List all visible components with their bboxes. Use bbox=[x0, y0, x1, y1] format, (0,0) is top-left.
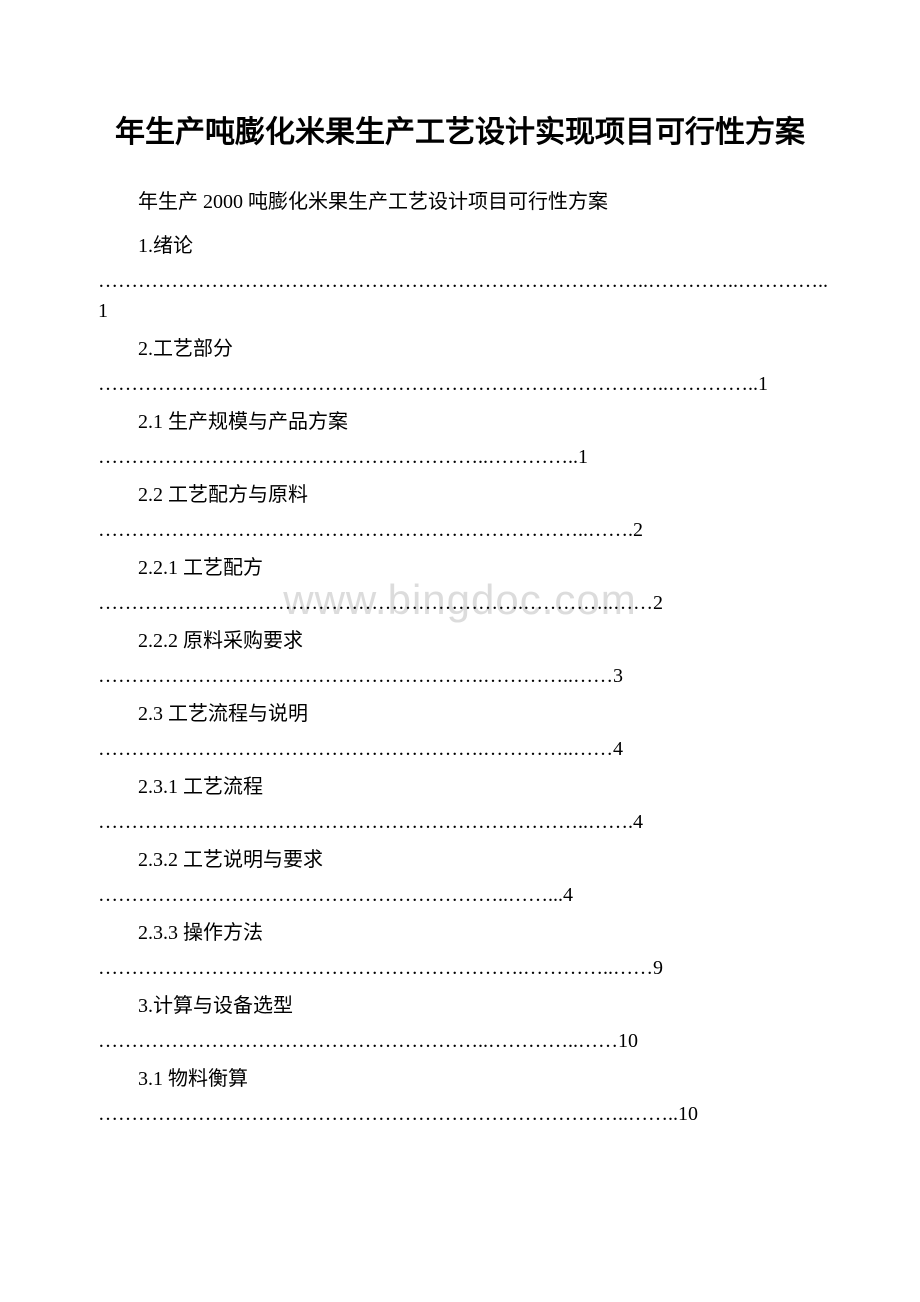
toc-item: 2.2.2 原料采购要求 ………………………………………………….…………..…… bbox=[98, 622, 822, 691]
toc-item: 2.3.3 操作方法 ……………………………………………………….…………..…… bbox=[98, 914, 822, 983]
toc-label: 2.3.3 操作方法 bbox=[98, 914, 822, 953]
toc-item: 1.绪论 ………………………………………………………………………..…………..… bbox=[98, 227, 822, 326]
toc-label: 2.3.2 工艺说明与要求 bbox=[98, 841, 822, 880]
toc-label: 1.绪论 bbox=[98, 227, 822, 266]
toc-item: 3.1 物料衡算 ……………………………………………………………………..…….… bbox=[98, 1060, 822, 1129]
toc-dots: …………………………………………………..…………..1 bbox=[98, 442, 822, 472]
toc-dots: ………………………………………………….…………..……3 bbox=[98, 661, 822, 691]
toc-item: 2.2 工艺配方与原料 ………………………………………………………………..……… bbox=[98, 476, 822, 545]
toc-dots: ………………………………………………………………..…….4 bbox=[98, 807, 822, 837]
toc-label: 2.2.2 原料采购要求 bbox=[98, 622, 822, 661]
toc-dots: ………………………………………………………………………..…………..………….… bbox=[98, 266, 822, 326]
toc-item: 2.3.1 工艺流程 ………………………………………………………………..…….… bbox=[98, 768, 822, 837]
document-title: 年生产吨膨化米果生产工艺设计实现项目可行性方案 bbox=[98, 110, 822, 155]
toc-label: 3.1 物料衡算 bbox=[98, 1060, 822, 1099]
document-subtitle: 年生产 2000 吨膨化米果生产工艺设计项目可行性方案 bbox=[98, 183, 822, 221]
toc-label: 2.3.1 工艺流程 bbox=[98, 768, 822, 807]
toc-dots: …………………………………………………………………………..…………..1 bbox=[98, 369, 822, 399]
toc-dots: ……………………………………………………..……...4 bbox=[98, 880, 822, 910]
toc-label: 2.3 工艺流程与说明 bbox=[98, 695, 822, 734]
toc-item: 2.2.1 工艺配方 ……………………………………………………….…………..…… bbox=[98, 549, 822, 618]
toc-dots: …………………………………………………..…………..……10 bbox=[98, 1026, 822, 1056]
toc-label: 2.2.1 工艺配方 bbox=[98, 549, 822, 588]
toc-item: 3.计算与设备选型 …………………………………………………..…………..……1… bbox=[98, 987, 822, 1056]
toc-label: 2.工艺部分 bbox=[98, 330, 822, 369]
toc-dots: ……………………………………………………….…………..……2 bbox=[98, 588, 822, 618]
toc-dots: ……………………………………………………….…………..……9 bbox=[98, 953, 822, 983]
toc-label: 2.2 工艺配方与原料 bbox=[98, 476, 822, 515]
toc-item: 2.3.2 工艺说明与要求 ……………………………………………………..……..… bbox=[98, 841, 822, 910]
toc-label: 2.1 生产规模与产品方案 bbox=[98, 403, 822, 442]
toc-item: 2.工艺部分 …………………………………………………………………………..………… bbox=[98, 330, 822, 399]
toc-dots: ………………………………………………………………..…….2 bbox=[98, 515, 822, 545]
toc-dots: ………………………………………………….…………..……4 bbox=[98, 734, 822, 764]
toc-label: 3.计算与设备选型 bbox=[98, 987, 822, 1026]
document-content: 年生产吨膨化米果生产工艺设计实现项目可行性方案 年生产 2000 吨膨化米果生产… bbox=[98, 110, 822, 1129]
toc-dots: ……………………………………………………………………..……..10 bbox=[98, 1099, 822, 1129]
toc-item: 2.3 工艺流程与说明 ………………………………………………….…………..……… bbox=[98, 695, 822, 764]
toc-item: 2.1 生产规模与产品方案 …………………………………………………..………….… bbox=[98, 403, 822, 472]
